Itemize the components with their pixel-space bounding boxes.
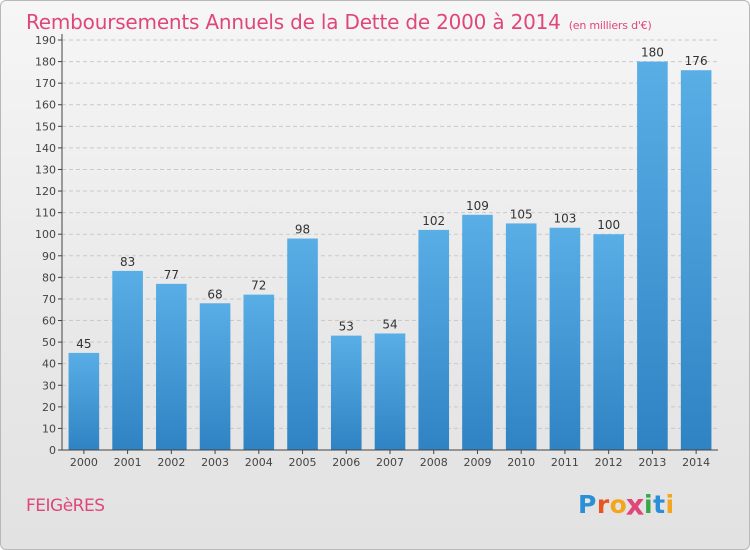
data-label: 109: [466, 199, 489, 213]
logo-letter: i: [665, 490, 675, 519]
bar-2003: [199, 303, 231, 450]
y-tick-label: 190: [35, 34, 56, 47]
x-tick-label: 2003: [201, 456, 229, 469]
logo-letter: i: [644, 490, 654, 519]
x-tick-label: 2008: [420, 456, 448, 469]
y-tick-label: 150: [35, 120, 56, 133]
data-labels: 45 83 77 68 72 98 53 54 102 109 105 103 100 180 176: [76, 46, 707, 351]
logo-letter: r: [596, 490, 610, 519]
x-tick-label: 2009: [463, 456, 491, 469]
chart-subtitle: (en milliers d'€): [568, 19, 652, 32]
y-tick-label: 10: [42, 422, 56, 435]
y-tick-label: 40: [42, 358, 56, 371]
x-tick-label: 2000: [70, 456, 98, 469]
data-label: 103: [553, 212, 576, 226]
x-tick-label: 2011: [551, 456, 579, 469]
data-label: 68: [207, 287, 222, 301]
logo-letter: o: [609, 490, 628, 519]
y-tick-labels: 0 10 20 30 40 50 60 70 80 90 100 110 120 130 140 150 160…: [35, 34, 56, 457]
data-label: 98: [295, 223, 310, 237]
data-label: 83: [120, 255, 135, 269]
x-tick-label: 2007: [376, 456, 404, 469]
y-tick-label: 180: [35, 56, 56, 69]
y-tick-label: 170: [35, 77, 56, 90]
data-label: 45: [76, 337, 91, 351]
x-tick-label: 2010: [507, 456, 535, 469]
bar-2000: [68, 352, 100, 450]
y-tick-label: 130: [35, 163, 56, 176]
bar-2004: [243, 294, 275, 450]
location-label: FEIGèRES: [26, 496, 105, 516]
bar-2002: [156, 283, 187, 450]
data-label: 72: [251, 279, 266, 293]
logo-letter: t: [653, 490, 666, 519]
bar-2005: [287, 238, 318, 450]
x-tick-label: 2012: [595, 456, 623, 469]
y-tick-label: 90: [42, 250, 56, 263]
x-tick-label: 2013: [638, 456, 666, 469]
bar-2013: [637, 61, 668, 450]
bar-2008: [418, 229, 450, 450]
x-tick-labels: 2000 2001 2002 2003 2004 2005 2006 2007 2008 2009…: [70, 456, 710, 469]
y-tick-label: 160: [35, 99, 56, 112]
data-label: 105: [510, 207, 533, 221]
data-label: 180: [641, 46, 664, 60]
title-text: Remboursements Annuels de la Dette de 20…: [26, 10, 561, 34]
y-tick-label: 110: [35, 207, 56, 220]
x-tick-label: 2006: [332, 456, 360, 469]
logo-letter: P: [578, 490, 597, 519]
logo-letter: x: [626, 487, 646, 522]
data-label: 77: [164, 268, 179, 282]
proxiti-logo: Proxiti: [578, 487, 675, 522]
data-label: 100: [597, 218, 620, 232]
data-label: 54: [382, 317, 397, 331]
y-tick-label: 50: [42, 336, 56, 349]
bar-2007: [374, 333, 406, 450]
bar-2011: [549, 227, 581, 450]
bar-2001: [112, 270, 143, 450]
x-tick-label: 2005: [289, 456, 317, 469]
y-tick-label: 20: [42, 401, 56, 414]
bar-2006: [330, 335, 362, 450]
bar-2009: [462, 214, 493, 450]
x-tick-label: 2001: [114, 456, 142, 469]
y-tick-label: 30: [42, 379, 56, 392]
y-tick-label: 80: [42, 271, 56, 284]
x-tick-label: 2014: [682, 456, 710, 469]
bar-2010: [505, 223, 537, 450]
y-tick-label: 120: [35, 185, 56, 198]
y-tick-label: 60: [42, 315, 56, 328]
y-tick-label: 70: [42, 293, 56, 306]
data-label: 176: [685, 54, 708, 68]
y-tick-label: 140: [35, 142, 56, 155]
y-tick-label: 0: [49, 444, 56, 457]
bars: [68, 61, 712, 451]
chart-title: Remboursements Annuels de la Dette de 20…: [26, 10, 652, 34]
x-tick-label: 2004: [245, 456, 273, 469]
x-tick-label: 2002: [157, 456, 185, 469]
data-label: 102: [422, 214, 445, 228]
data-label: 53: [339, 320, 354, 334]
bar-2014: [680, 70, 712, 451]
axes: [58, 34, 718, 454]
bar-2012: [593, 234, 624, 450]
y-tick-label: 100: [35, 228, 56, 241]
